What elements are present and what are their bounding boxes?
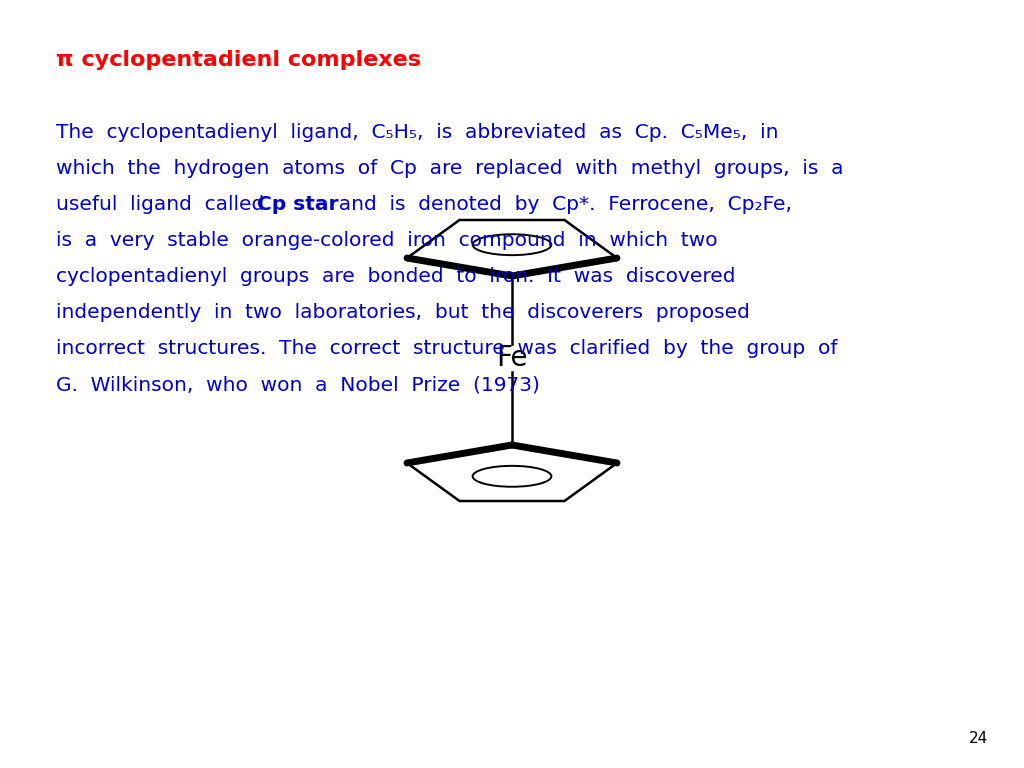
Text: which  the  hydrogen  atoms  of  Cp  are  replaced  with  methyl  groups,  is  a: which the hydrogen atoms of Cp are repla… [56,159,844,178]
Text: is  a  very  stable  orange-colored  iron  compound  in  which  two: is a very stable orange-colored iron com… [56,231,718,250]
Text: G.  Wilkinson,  who  won  a  Nobel  Prize  (1973): G. Wilkinson, who won a Nobel Prize (197… [56,376,541,395]
Text: The  cyclopentadienyl  ligand,  C₅H₅,  is  abbreviated  as  Cp.  C₅Me₅,  in: The cyclopentadienyl ligand, C₅H₅, is ab… [56,123,779,142]
Text: and  is  denoted  by  Cp*.  Ferrocene,  Cp₂Fe,: and is denoted by Cp*. Ferrocene, Cp₂Fe, [326,195,792,214]
Text: 24: 24 [969,731,988,746]
Text: π cyclopentadienl complexes: π cyclopentadienl complexes [56,50,421,70]
Text: useful  ligand  called: useful ligand called [56,195,278,214]
Text: Fe: Fe [497,344,527,372]
Text: independently  in  two  laboratories,  but  the  discoverers  proposed: independently in two laboratories, but t… [56,303,751,323]
Text: incorrect  structures.  The  correct  structure  was  clarified  by  the  group : incorrect structures. The correct struct… [56,339,838,359]
Text: cyclopentadienyl  groups  are  bonded  to  iron.  It  was  discovered: cyclopentadienyl groups are bonded to ir… [56,267,736,286]
Text: Cp star: Cp star [257,195,339,214]
